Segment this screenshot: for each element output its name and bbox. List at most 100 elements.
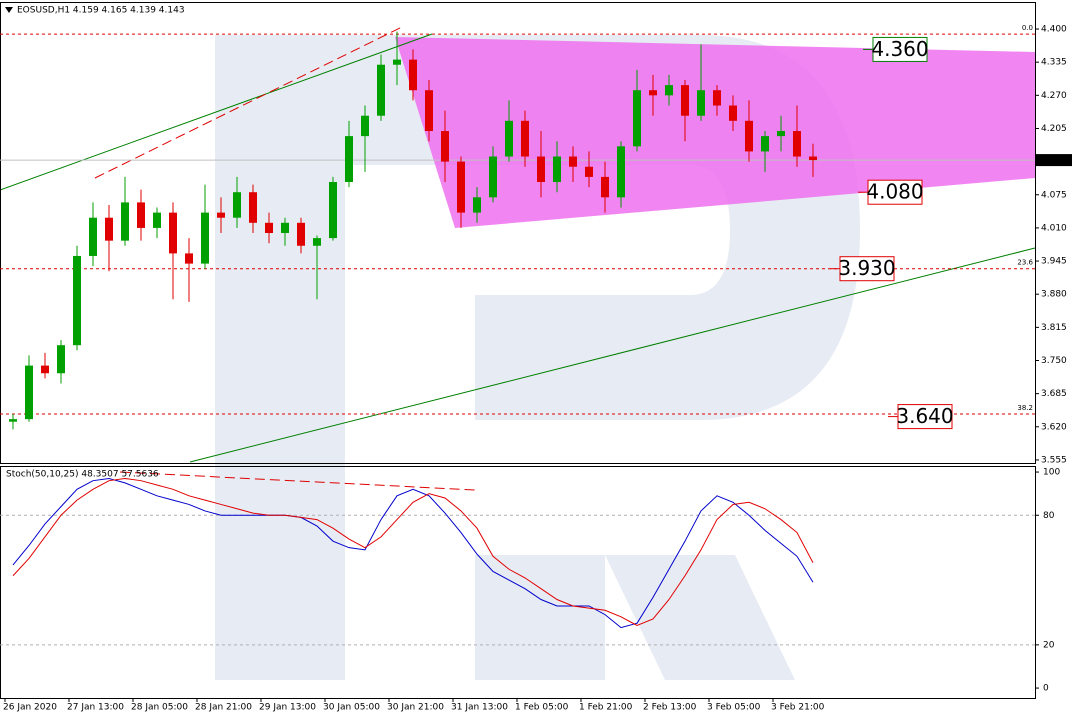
candle-body <box>9 419 17 422</box>
candle-body <box>233 192 241 218</box>
last-price-box <box>1036 154 1072 167</box>
main-panel <box>0 2 1036 464</box>
candle-body <box>153 212 161 228</box>
candle-body <box>537 156 545 183</box>
x-tick-label: 26 Jan 2020 <box>3 703 57 713</box>
x-tick-label: 1 Feb 05:00 <box>515 703 569 713</box>
fib-label: 0.0 <box>1022 24 1033 32</box>
candle-body <box>393 59 401 65</box>
candle-body <box>105 217 113 241</box>
candle-body <box>345 136 353 183</box>
y-tick-label: 4.335 <box>1041 58 1067 68</box>
fib-label: 38.2 <box>1017 404 1033 412</box>
candle-body <box>777 131 785 137</box>
x-tick-label: 2 Feb 13:00 <box>643 703 697 713</box>
candle-body <box>313 238 321 246</box>
candle-body <box>329 182 337 239</box>
y-tick-label: 3.880 <box>1041 290 1067 300</box>
indicator-title: Stoch(50,10,25) 48.3507 57.5636 <box>6 470 159 480</box>
annotation-label: 3.640 <box>896 404 953 428</box>
y-tick-label: 4.010 <box>1041 223 1067 233</box>
candle-body <box>265 222 273 234</box>
candle-body <box>793 131 801 157</box>
candle-body <box>569 156 577 167</box>
y-tick-label: 3.555 <box>1041 455 1067 465</box>
annotation-box <box>897 404 953 430</box>
candle-body <box>361 115 369 137</box>
annotation-box <box>867 179 923 205</box>
annotation-box <box>839 256 895 282</box>
candle-body <box>745 120 753 152</box>
candle-body <box>505 120 513 157</box>
candle-body <box>425 90 433 132</box>
candle-body <box>377 64 385 116</box>
x-tick-label: 30 Jan 21:00 <box>387 703 444 713</box>
y-tick-label: 3.945 <box>1041 257 1067 267</box>
candle-body <box>441 131 449 162</box>
x-tick-label: 3 Feb 05:00 <box>707 703 761 713</box>
last-price-label: 4.143 <box>1040 156 1066 166</box>
candle-body <box>297 222 305 246</box>
y-tick-label: 4.075 <box>1041 190 1067 200</box>
x-tick-label: 30 Jan 05:00 <box>323 703 380 713</box>
candle-body <box>553 156 561 183</box>
candle-body <box>169 212 177 254</box>
y-tick-label: 80 <box>1043 511 1055 521</box>
candle-body <box>57 345 65 374</box>
y-tick-label: 3.750 <box>1041 356 1067 366</box>
candle-body <box>473 197 481 213</box>
y-tick-label: 3.685 <box>1041 389 1067 399</box>
candle-body <box>121 202 129 241</box>
x-tick-label: 31 Jan 13:00 <box>451 703 508 713</box>
candle-body <box>681 85 689 116</box>
stoch-panel <box>0 466 1036 699</box>
stoch-line <box>12 478 814 629</box>
candle-body <box>409 59 417 91</box>
candle-body <box>697 90 705 116</box>
candle-body <box>809 156 817 161</box>
trend-line <box>189 247 1036 463</box>
candle-body <box>601 176 609 198</box>
annotation-label: 4.080 <box>866 180 923 204</box>
stoch-line <box>12 478 814 626</box>
candle-body <box>249 192 257 223</box>
annotation-label: 3.930 <box>838 256 895 280</box>
x-tick-label: 3 Feb 21:00 <box>771 703 825 713</box>
y-tick-label: 0 <box>1043 684 1049 694</box>
candle-body <box>185 253 193 264</box>
x-tick-label: 29 Jan 13:00 <box>259 703 316 713</box>
candle-body <box>457 161 465 213</box>
y-tick-label: 4.270 <box>1041 91 1067 101</box>
x-tick-label: 28 Jan 21:00 <box>195 703 252 713</box>
candle-body <box>25 365 33 420</box>
candle-body <box>633 90 641 147</box>
candle-body <box>201 212 209 264</box>
chart-title: EOSUSD,H1 4.159 4.165 4.139 4.143 <box>17 6 185 16</box>
candle-body <box>617 146 625 198</box>
candle-body <box>665 85 673 96</box>
trend-line <box>94 26 403 179</box>
candle-body <box>729 105 737 121</box>
y-tick-label: 4.205 <box>1041 124 1067 134</box>
y-tick-label: 3.815 <box>1041 323 1067 333</box>
candle-body <box>649 90 657 96</box>
fib-label: 23.6 <box>1017 259 1033 267</box>
candle-body <box>137 202 145 228</box>
trend-line <box>0 33 433 191</box>
y-tick-label: 100 <box>1043 468 1060 478</box>
x-tick-label: 1 Feb 21:00 <box>579 703 633 713</box>
y-tick-label: 3.620 <box>1041 422 1067 432</box>
candle-body <box>713 90 721 106</box>
candle-body <box>585 166 593 177</box>
x-tick-label: 27 Jan 13:00 <box>67 703 124 713</box>
candle-body <box>217 212 225 218</box>
candle-body <box>73 255 81 346</box>
annotation-box <box>872 36 928 62</box>
candle-body <box>489 156 497 198</box>
candle-body <box>281 222 289 234</box>
annotation-label: 4.360 <box>871 37 928 61</box>
candle-body <box>521 120 529 157</box>
candle-body <box>761 136 769 152</box>
y-tick-label: 4.400 <box>1041 25 1067 35</box>
